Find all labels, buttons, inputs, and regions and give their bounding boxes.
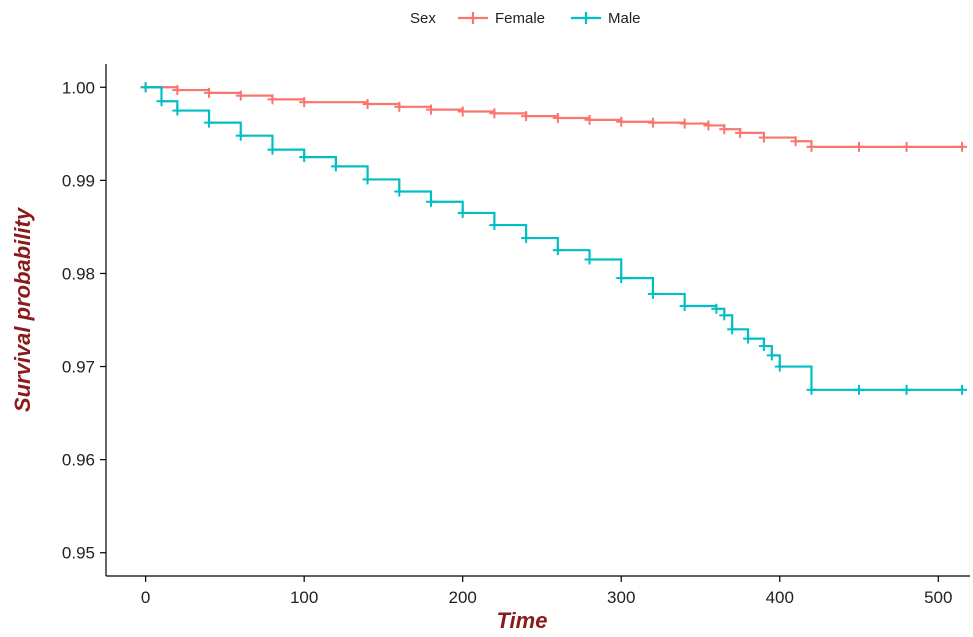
legend-label-female: Female <box>495 10 545 27</box>
censor-mark-male <box>806 384 817 395</box>
censor-mark-female <box>703 120 714 131</box>
censor-mark-male <box>457 207 468 218</box>
censor-mark-male <box>394 186 405 197</box>
censor-mark-male <box>901 384 912 395</box>
censor-mark-female <box>957 141 968 152</box>
x-tick-label: 100 <box>290 588 318 607</box>
censor-mark-female <box>679 118 690 129</box>
y-tick-label: 0.99 <box>62 171 95 190</box>
censor-mark-female <box>735 127 746 138</box>
censor-mark-female <box>616 116 627 127</box>
censor-mark-male <box>774 361 785 372</box>
y-tick-label: 0.97 <box>62 358 95 377</box>
censor-mark-male <box>330 161 341 172</box>
censor-mark-female <box>647 117 658 128</box>
censor-mark-female <box>425 104 436 115</box>
censor-mark-female <box>854 141 865 152</box>
censor-mark-male <box>711 303 722 314</box>
censor-mark-male <box>727 324 738 335</box>
censor-mark-male <box>235 130 246 141</box>
censor-mark-female <box>719 124 730 135</box>
censor-mark-female <box>758 132 769 143</box>
censor-mark-female <box>267 94 278 105</box>
x-axis: 0 100 200 300 400 500 <box>141 576 952 607</box>
censor-mark-female <box>172 85 183 96</box>
y-tick-label: 0.95 <box>62 544 95 563</box>
censor-mark-female <box>790 136 801 147</box>
censor-mark-male <box>552 245 563 256</box>
x-tick-label: 300 <box>607 588 635 607</box>
censor-mark-female <box>806 141 817 152</box>
legend-item-female: Female <box>458 10 545 27</box>
censor-mark-female <box>235 90 246 101</box>
censor-mark-male <box>172 105 183 116</box>
censor-mark-male <box>267 144 278 155</box>
censor-mark-female <box>584 114 595 125</box>
censor-mark-female <box>552 112 563 123</box>
censor-mark-male <box>743 333 754 344</box>
censor-mark-male <box>521 233 532 244</box>
censor-mark-male <box>679 301 690 312</box>
legend-item-male: Male <box>571 10 641 27</box>
plot-area <box>140 82 968 395</box>
x-tick-label: 0 <box>141 588 150 607</box>
censor-mark-male <box>584 254 595 265</box>
censor-mark-male <box>299 152 310 163</box>
censor-mark-male <box>156 96 167 107</box>
y-tick-label: 1.00 <box>62 78 95 97</box>
x-axis-title: Time <box>497 608 548 633</box>
censor-mark-female <box>901 141 912 152</box>
censor-mark-female <box>299 97 310 108</box>
censor-mark-male <box>489 220 500 231</box>
censor-mark-female <box>521 111 532 122</box>
legend-label-male: Male <box>608 10 641 27</box>
censor-mark-female <box>362 99 373 110</box>
y-tick-label: 0.96 <box>62 451 95 470</box>
censor-mark-male <box>854 384 865 395</box>
censor-mark-male <box>766 350 777 361</box>
censor-mark-male <box>758 341 769 352</box>
legend-title: Sex <box>410 10 436 27</box>
censor-mark-female <box>204 87 215 98</box>
series-line-male <box>145 86 963 391</box>
censor-mark-female <box>457 106 468 117</box>
censor-mark-male <box>362 174 373 185</box>
censor-mark-male <box>719 310 730 321</box>
censor-mark-female <box>489 108 500 119</box>
censor-mark-male <box>204 117 215 128</box>
censor-mark-male <box>616 273 627 284</box>
y-axis-title: Survival probability <box>10 206 35 412</box>
censor-mark-male <box>140 82 151 93</box>
x-tick-label: 200 <box>449 588 477 607</box>
censor-mark-male <box>957 384 968 395</box>
censor-mark-male <box>425 196 436 207</box>
legend: Sex Female Male <box>410 10 641 27</box>
x-tick-label: 500 <box>924 588 952 607</box>
censor-mark-male <box>647 288 658 299</box>
y-axis: 0.95 0.96 0.97 0.98 0.99 1.00 <box>62 78 106 563</box>
censor-mark-female <box>394 101 405 112</box>
x-tick-label: 400 <box>766 588 794 607</box>
y-tick-label: 0.98 <box>62 264 95 283</box>
